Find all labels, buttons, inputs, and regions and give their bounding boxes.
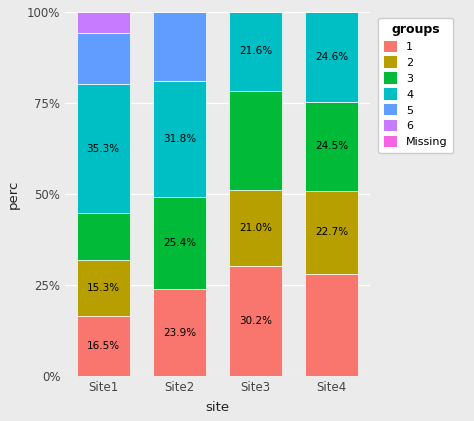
Bar: [76, 12, 130, 33]
Text: 21.0%: 21.0%: [239, 223, 272, 233]
Bar: [153, 81, 206, 197]
Text: 21.6%: 21.6%: [239, 46, 272, 56]
Bar: [153, 289, 206, 376]
Bar: [229, 190, 282, 266]
Text: 35.3%: 35.3%: [87, 144, 120, 154]
Bar: [76, 85, 130, 213]
Bar: [153, 12, 206, 81]
Bar: [76, 261, 130, 316]
Text: 24.6%: 24.6%: [315, 52, 348, 62]
Bar: [76, 316, 130, 376]
Text: 24.5%: 24.5%: [315, 141, 348, 151]
Bar: [229, 91, 282, 190]
Text: 30.2%: 30.2%: [239, 316, 272, 326]
Y-axis label: perc: perc: [7, 179, 20, 209]
Bar: [76, 33, 130, 85]
Text: 16.5%: 16.5%: [87, 341, 120, 351]
X-axis label: site: site: [205, 401, 229, 414]
Bar: [305, 191, 358, 274]
Legend: 1, 2, 3, 4, 5, 6, Missing: 1, 2, 3, 4, 5, 6, Missing: [378, 18, 453, 153]
Bar: [229, 12, 282, 91]
Text: 25.4%: 25.4%: [163, 238, 196, 248]
Bar: [76, 213, 130, 261]
Bar: [305, 101, 358, 191]
Bar: [229, 266, 282, 376]
Bar: [305, 12, 358, 101]
Text: 15.3%: 15.3%: [87, 283, 120, 293]
Text: 31.8%: 31.8%: [163, 134, 196, 144]
Text: 22.7%: 22.7%: [315, 227, 348, 237]
Bar: [305, 274, 358, 376]
Bar: [153, 197, 206, 289]
Text: 23.9%: 23.9%: [163, 328, 196, 338]
